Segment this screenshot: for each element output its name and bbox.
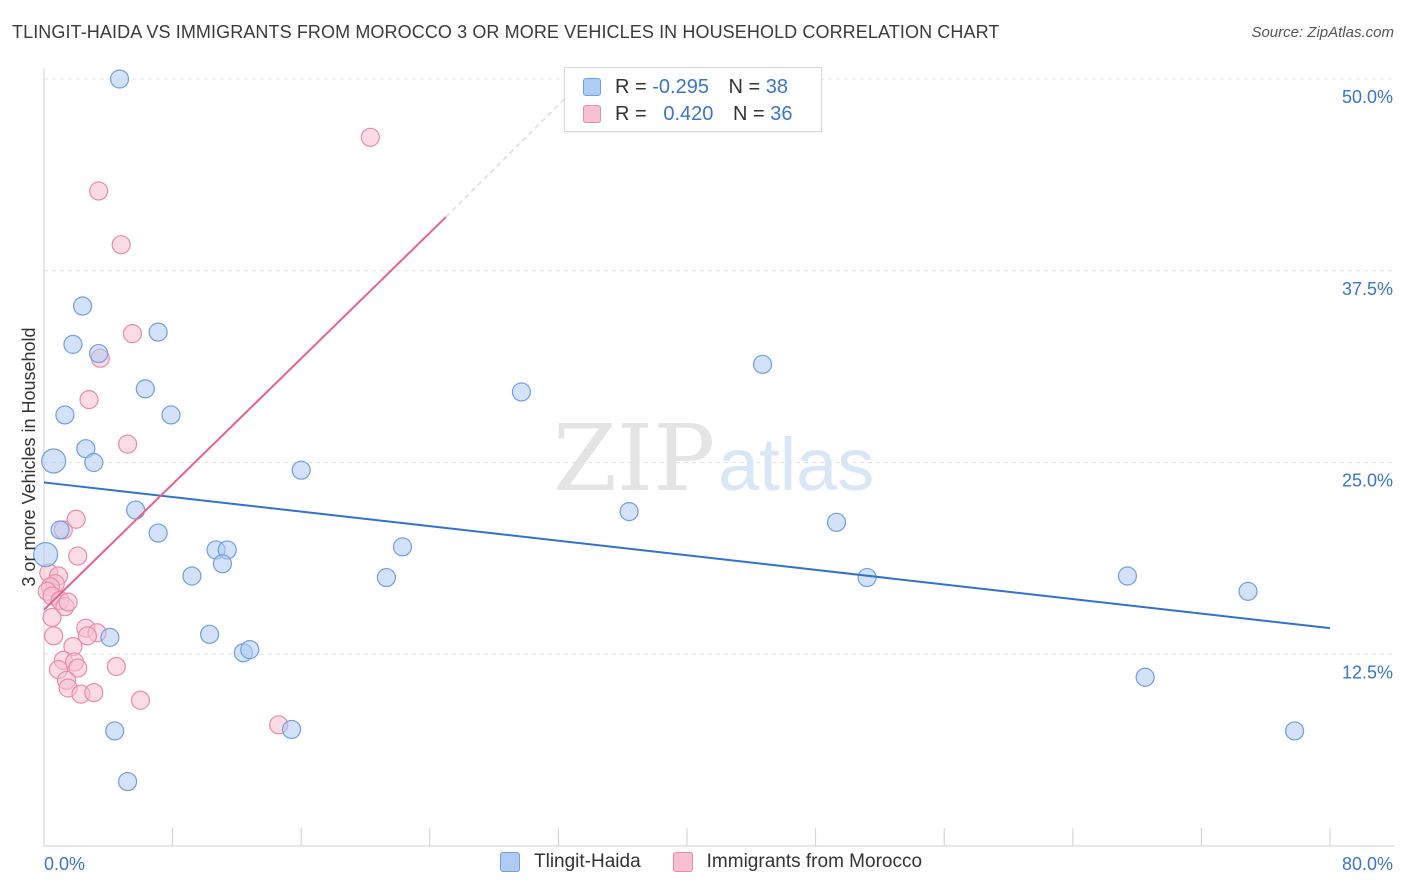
trend-line-immigrants-from-morocco xyxy=(43,216,447,611)
data-point-tlingit-haida xyxy=(281,719,302,740)
x-tick-label: 0.0% xyxy=(44,854,85,874)
x-tick-label: 80.0% xyxy=(1342,854,1393,874)
legend-swatch-blue xyxy=(583,78,601,96)
data-point-tlingit-haida xyxy=(826,512,847,532)
watermark-atlas: atlas xyxy=(718,423,874,506)
legend-row-immigrants-from-morocco: R = 0.420 N = 36 xyxy=(583,101,792,127)
data-point-tlingit-haida xyxy=(291,460,311,480)
legend-item-tlingit-haida: Tlingit-Haida xyxy=(500,851,641,873)
series-immigrants-from-morocco xyxy=(37,127,380,735)
data-point-immigrants-from-morocco xyxy=(58,592,78,612)
legend-swatch-pink xyxy=(583,105,601,123)
data-point-tlingit-haida xyxy=(148,523,168,543)
data-point-immigrants-from-morocco xyxy=(66,509,86,529)
y-axis-label: 3 or more Vehicles in Household xyxy=(19,327,39,586)
y-tick-label: 37.5% xyxy=(1342,279,1393,299)
data-point-tlingit-haida xyxy=(84,452,104,473)
data-point-tlingit-haida xyxy=(161,405,181,425)
data-point-tlingit-haida xyxy=(55,405,75,425)
data-point-tlingit-haida xyxy=(199,624,220,644)
correlation-legend: R = -0.295 N = 38 R = 0.420 N = 36 xyxy=(564,67,822,132)
data-point-tlingit-haida xyxy=(41,448,67,474)
legend-label: Immigrants from Morocco xyxy=(706,851,923,872)
y-tick-label: 25.0% xyxy=(1342,471,1393,491)
data-point-immigrants-from-morocco xyxy=(77,626,98,646)
data-point-tlingit-haida xyxy=(89,343,109,364)
data-point-tlingit-haida xyxy=(135,379,155,399)
data-point-immigrants-from-morocco xyxy=(89,181,109,201)
data-point-tlingit-haida xyxy=(1238,581,1258,601)
data-point-tlingit-haida xyxy=(50,520,70,540)
legend-n-label: N = xyxy=(728,75,761,98)
legend-r-label: R = xyxy=(615,75,647,98)
trend-extension-dashed xyxy=(445,72,591,218)
chart-title: TLINGIT-HAIDA VS IMMIGRANTS FROM MOROCCO… xyxy=(12,22,1000,42)
legend-swatch-blue xyxy=(500,852,520,872)
data-point-tlingit-haida xyxy=(752,354,773,374)
data-point-immigrants-from-morocco xyxy=(79,390,99,410)
data-point-tlingit-haida xyxy=(1135,667,1155,687)
gridlines xyxy=(44,78,1394,655)
legend-item-immigrants-from-morocco: Immigrants from Morocco xyxy=(672,851,923,873)
series-legend: Tlingit-Haida Immigrants from Morocco xyxy=(500,851,954,873)
data-point-tlingit-haida xyxy=(182,566,202,586)
legend-swatch-pink xyxy=(672,852,693,872)
data-point-tlingit-haida xyxy=(1117,566,1138,586)
data-point-tlingit-haida xyxy=(240,640,260,660)
tick-labels: 12.5% 25.0% 37.5% 50.0% 0.0% 80.0% xyxy=(44,87,1393,874)
data-point-immigrants-from-morocco xyxy=(68,658,88,678)
data-point-immigrants-from-morocco xyxy=(68,546,88,566)
data-point-tlingit-haida xyxy=(212,554,233,574)
legend-row-tlingit-haida: R = -0.295 N = 38 xyxy=(583,74,788,100)
legend-n-label: N = xyxy=(732,102,765,125)
data-point-tlingit-haida xyxy=(126,500,146,520)
data-point-tlingit-haida xyxy=(100,627,120,647)
data-point-tlingit-haida xyxy=(1285,721,1305,741)
watermark-zip: ZIP xyxy=(553,405,715,512)
data-point-immigrants-from-morocco xyxy=(130,690,151,710)
source-label: Source: ZipAtlas.com xyxy=(1251,24,1394,41)
data-point-immigrants-from-morocco xyxy=(360,127,380,147)
data-point-immigrants-from-morocco xyxy=(106,656,126,677)
trend-lines xyxy=(43,72,1331,630)
data-point-tlingit-haida xyxy=(117,771,138,792)
y-tick-label: 50.0% xyxy=(1342,87,1393,107)
data-point-tlingit-haida xyxy=(392,537,413,557)
data-point-immigrants-from-morocco xyxy=(84,682,104,703)
data-point-tlingit-haida xyxy=(72,296,93,316)
y-tick-label: 12.5% xyxy=(1342,662,1393,682)
axes xyxy=(43,68,1394,847)
legend-n-value: 36 xyxy=(770,102,793,125)
data-point-tlingit-haida xyxy=(148,322,168,342)
data-point-tlingit-haida xyxy=(857,567,877,588)
data-point-tlingit-haida xyxy=(511,382,532,402)
data-point-immigrants-from-morocco xyxy=(44,626,64,646)
legend-r-value: -0.295 xyxy=(652,75,709,98)
trend-line-tlingit-haida xyxy=(43,481,1331,630)
data-point-tlingit-haida xyxy=(63,334,83,354)
legend-label: Tlingit-Haida xyxy=(534,851,641,872)
watermark: ZIP atlas xyxy=(553,405,874,512)
data-point-tlingit-haida xyxy=(376,567,396,588)
data-point-tlingit-haida xyxy=(105,721,125,741)
data-point-tlingit-haida xyxy=(109,69,130,89)
legend-r-value: 0.420 xyxy=(663,102,714,125)
data-point-tlingit-haida xyxy=(33,541,59,568)
data-point-tlingit-haida xyxy=(619,501,639,522)
data-point-immigrants-from-morocco xyxy=(42,607,62,628)
data-point-immigrants-from-morocco xyxy=(111,235,131,255)
data-point-immigrants-from-morocco xyxy=(117,434,138,454)
series-tlingit-haida xyxy=(33,69,1305,792)
data-point-immigrants-from-morocco xyxy=(122,324,143,344)
legend-n-value: 38 xyxy=(765,75,789,98)
legend-r-label: R = xyxy=(615,102,647,125)
